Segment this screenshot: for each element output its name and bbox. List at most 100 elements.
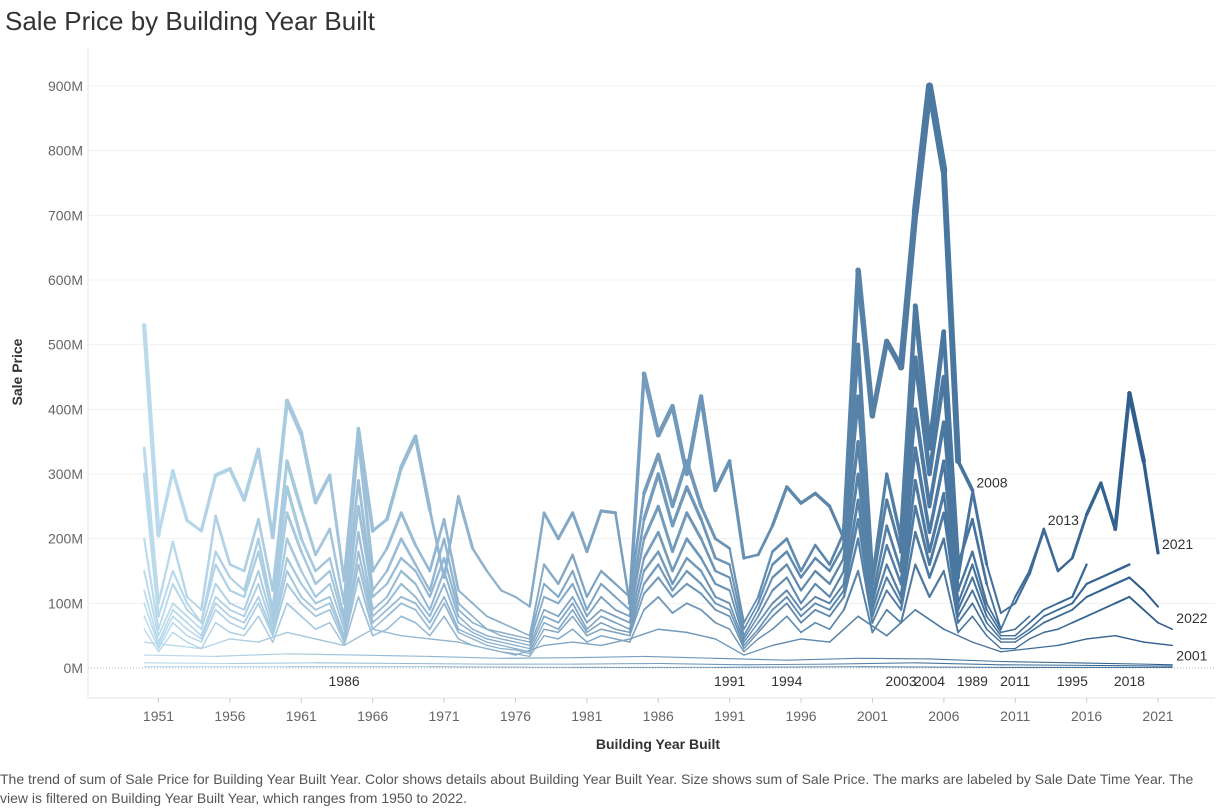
series-line-1991 [828,569,845,598]
series-line-2004 [414,608,431,631]
series-line-2003 [714,602,731,611]
mark-label: 2008 [976,474,1007,490]
series-line-1986 [457,608,474,624]
series-line-2003 [913,504,931,566]
series-line-2018 [1086,664,1173,667]
series-line-1991 [486,634,502,640]
series-line-1989 [286,602,303,618]
series-line-1986 [628,537,646,618]
series-line-2013 [585,569,603,598]
series-line-2004 [871,589,888,624]
series-line-1991 [400,569,417,586]
series-line-2003 [271,570,288,634]
series-line-2004 [1057,608,1074,618]
series-line-2008 [442,537,460,605]
series-line-2003 [428,595,446,624]
series-line-2004 [985,628,1002,643]
series-line-2004 [1085,589,1102,598]
series-line-1989 [243,615,260,637]
series-line-1995 [928,658,1002,663]
series-line-2021 [813,491,832,508]
series-line-1986 [171,582,189,611]
series-line-1994 [457,621,474,634]
mark-label: 2003 [885,673,916,689]
series-line-2003 [543,621,560,630]
series-line-1991 [428,569,446,611]
series-line-1986 [314,569,331,586]
series-line-2003 [842,518,860,592]
series-line-2013 [885,472,903,541]
series-line-2004 [971,602,988,631]
series-line-1986 [899,407,918,573]
series-line-2004 [899,531,917,611]
series-line-1989 [214,621,231,634]
series-line-1994 [785,589,802,611]
series-line-1994 [528,615,545,650]
y-tick-label: 800M [48,143,83,159]
series-line-2013 [912,303,933,451]
series-line-2021 [284,398,304,437]
series-line-2011 [771,638,802,647]
series-line-1991 [186,615,203,631]
series-line-2013 [299,508,318,557]
series-line-2013 [342,436,360,605]
series-line-1989 [1043,628,1059,634]
series-line-2011 [1057,638,1088,647]
series-line-1994 [486,638,502,643]
series-line-2004 [486,644,502,650]
series-line-1989 [229,631,245,637]
series-line-1986 [271,511,289,618]
series-line-1989 [800,621,817,634]
series-line-1994 [913,478,932,554]
series-line-2013 [557,553,574,586]
series-line-2011 [429,638,460,643]
series-line-1986 [927,420,946,509]
series-line-1995 [1000,660,1073,664]
series-line-2011 [628,628,660,640]
series-line-2008 [228,576,246,592]
series-line-1991 [957,563,974,605]
series-line-1995 [643,655,716,659]
series-line-1991 [714,582,731,592]
series-line-1994 [671,556,688,586]
series-line-2004 [856,537,874,624]
series-line-2021 [599,509,618,515]
series-line-2008 [385,537,403,573]
series-line-2008 [257,537,274,611]
series-line-2008 [757,563,774,605]
series-line-2008 [542,582,560,598]
series-line-2004 [642,576,660,595]
series-line-1991 [656,530,674,573]
series-line-1991 [314,582,331,598]
series-line-1991 [571,595,588,624]
series-line-2003 [171,615,188,631]
series-line-1989 [586,634,602,643]
mark-label: 1989 [957,673,988,689]
series-line-1994 [328,596,345,637]
series-line-2008 [300,537,317,573]
series-line-2003 [871,576,888,618]
series-line-1994 [657,550,674,586]
series-line-2008 [471,615,488,631]
series-line-1994 [927,491,946,554]
series-line-1986 [913,407,932,509]
series-line-2008 [399,537,417,566]
series-line-1991 [300,569,317,598]
series-line-1991 [557,595,574,618]
series-line-2008 [842,394,860,547]
series-line-2013 [314,527,332,557]
series-line-2003 [343,563,360,640]
series-line-1994 [443,582,460,624]
series-line-2003 [971,589,988,624]
series-line-2013 [1028,529,1046,573]
series-line-1989 [386,615,403,631]
x-tick-label: 2011 [1000,708,1030,724]
series-line-2008 [271,485,289,612]
series-line-1991 [328,582,346,631]
series-line-2011 [371,628,402,637]
series-line-2013 [428,517,446,573]
series-line-2004 [1042,615,1059,624]
series-line-1989 [1128,595,1145,611]
series-line-2003 [528,621,545,653]
series-line-1995 [357,654,431,657]
